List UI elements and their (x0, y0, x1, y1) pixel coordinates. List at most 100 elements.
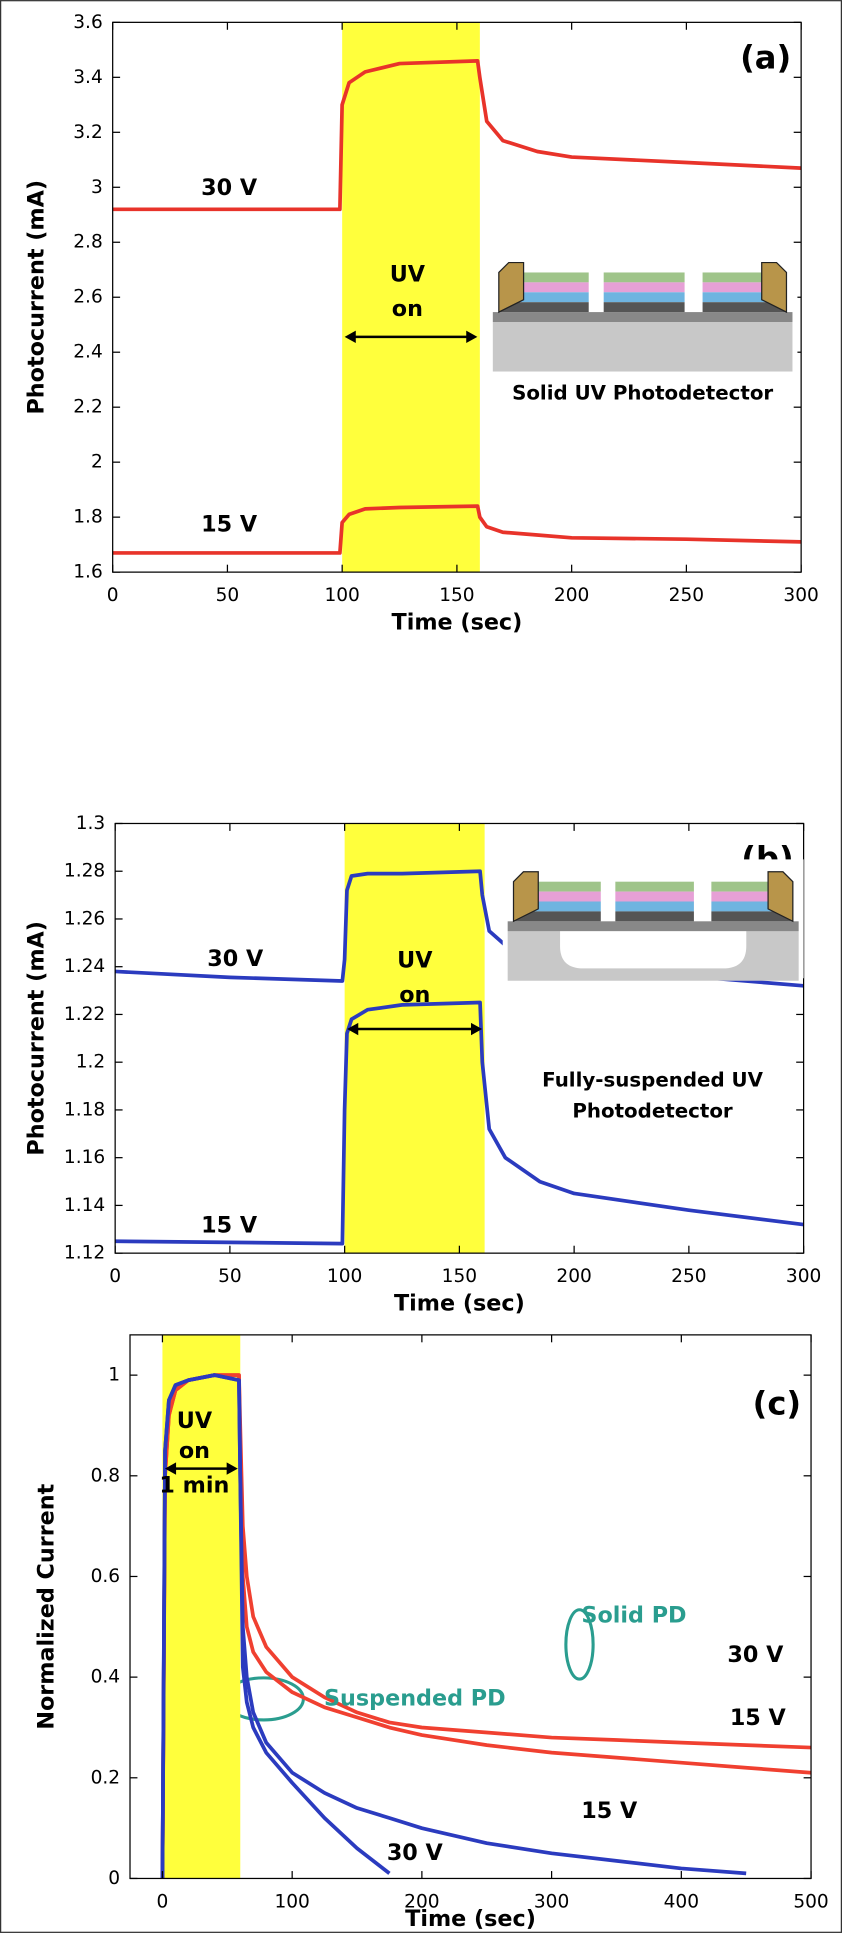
uv-region (344, 823, 485, 1254)
y-tick-label: 1.22 (64, 1004, 105, 1025)
uv-label: 1 min (159, 1472, 229, 1498)
y-tick-label: 1.16 (64, 1147, 105, 1168)
y-tick-label: 3 (91, 177, 103, 198)
uv-region (162, 1334, 241, 1879)
panel-tag: (a) (740, 38, 791, 76)
x-tick-label: 200 (404, 1891, 439, 1912)
series-label: 30 V (207, 946, 264, 972)
contact (498, 261, 525, 314)
layer (615, 881, 694, 892)
substrate (492, 321, 793, 372)
series-label: 30 V (201, 175, 258, 201)
layer (513, 881, 601, 892)
x-tick-label: 200 (556, 1266, 591, 1287)
series-label: 30 V (727, 1642, 784, 1668)
y-axis-label: Photocurrent (mA) (24, 180, 50, 415)
layer (513, 901, 601, 912)
layer (513, 911, 601, 922)
series-line (112, 58, 802, 212)
layer (711, 891, 793, 902)
y-tick-label: 0.2 (91, 1767, 121, 1788)
x-tick-label: 250 (669, 585, 704, 606)
buried-layer (507, 921, 799, 932)
y-tick-label: 2.4 (73, 342, 103, 363)
x-tick-label: 150 (439, 585, 474, 606)
layer (702, 302, 787, 313)
series-label: 15 V (581, 1798, 638, 1824)
group-ellipse (564, 1608, 595, 1681)
x-tick-label: 250 (671, 1266, 706, 1287)
y-tick-label: 1.8 (73, 507, 103, 528)
y-tick-label: 3.6 (73, 12, 103, 33)
y-tick-label: 1.6 (73, 562, 103, 583)
layer (711, 911, 793, 922)
contact (761, 261, 788, 314)
y-tick-label: 0 (108, 1868, 120, 1889)
uv-label: on (392, 296, 423, 322)
y-tick-label: 2.2 (73, 397, 103, 418)
y-tick-label: 2.8 (73, 232, 103, 253)
group-label: Solid PD (581, 1602, 686, 1628)
y-tick-label: 1.24 (64, 956, 105, 977)
y-tick-label: 0.4 (91, 1667, 121, 1688)
x-axis-label: Time (sec) (394, 1290, 525, 1316)
inset-label: Photodetector (572, 1099, 733, 1122)
buried-layer (492, 312, 793, 322)
cavity (560, 931, 747, 969)
y-tick-label: 1.12 (64, 1243, 105, 1264)
y-tick-label: 2.6 (73, 287, 103, 308)
layer (711, 901, 793, 912)
y-tick-label: 1.14 (64, 1195, 105, 1216)
layer (498, 302, 589, 313)
y-tick-label: 2 (91, 452, 103, 473)
y-tick-label: 1.28 (64, 861, 105, 882)
series-label: 15 V (201, 512, 258, 538)
x-tick-label: 100 (327, 1266, 362, 1287)
series-line (115, 1000, 804, 1246)
series-label: 30 V (387, 1840, 444, 1866)
x-tick-label: 50 (218, 1266, 242, 1287)
layer (498, 292, 589, 303)
y-tick-label: 0.8 (91, 1465, 121, 1486)
layer (513, 891, 601, 902)
layer (702, 272, 787, 283)
y-tick-label: 1.26 (64, 908, 105, 929)
inset-label: Solid UV Photodetector (512, 381, 773, 404)
x-tick-label: 400 (664, 1891, 699, 1912)
x-tick-label: 500 (793, 1891, 828, 1912)
layer (603, 282, 685, 293)
y-tick-label: 3.4 (73, 67, 103, 88)
layer (615, 891, 694, 902)
x-tick-label: 0 (157, 1891, 169, 1912)
uv-label: UV (177, 1408, 213, 1434)
uv-label: on (179, 1438, 210, 1464)
uv-label: UV (397, 947, 433, 973)
layer (615, 901, 694, 912)
x-tick-label: 300 (783, 585, 818, 606)
series-line (160, 1373, 747, 1879)
x-tick-label: 100 (324, 585, 359, 606)
series-label: 15 V (201, 1212, 258, 1238)
layer (702, 292, 787, 303)
plot-frame (129, 1334, 812, 1880)
y-tick-label: 1.3 (76, 813, 106, 834)
y-tick-label: 1.2 (76, 1052, 106, 1073)
y-axis-label: Normalized Current (34, 1483, 60, 1729)
x-tick-label: 300 (534, 1891, 569, 1912)
x-tick-label: 150 (442, 1266, 477, 1287)
layer (615, 911, 694, 922)
y-axis-label: Photocurrent (mA) (24, 921, 50, 1156)
layer (711, 881, 793, 892)
contact (512, 871, 539, 923)
series-line (112, 504, 802, 555)
x-tick-label: 300 (786, 1266, 821, 1287)
panel-tag: (c) (753, 1384, 802, 1422)
layer (603, 292, 685, 303)
y-tick-label: 1.18 (64, 1099, 105, 1120)
x-tick-label: 100 (274, 1891, 309, 1912)
x-axis-label: Time (sec) (405, 1906, 536, 1932)
y-tick-label: 0.6 (91, 1566, 121, 1587)
x-tick-label: 0 (107, 585, 119, 606)
layer (603, 272, 685, 283)
